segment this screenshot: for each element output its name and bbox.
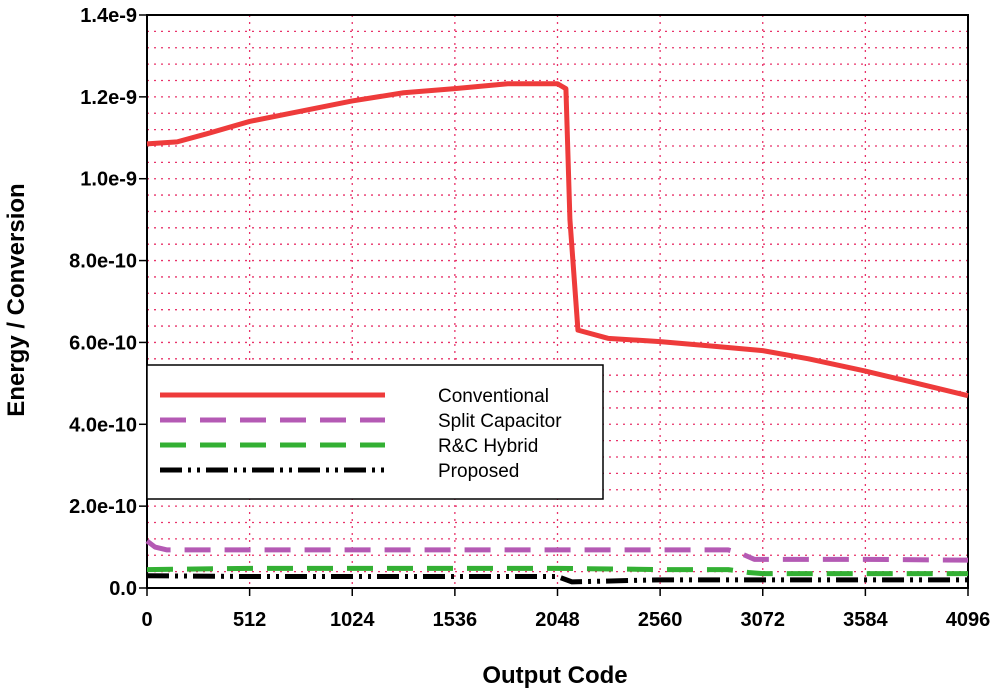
x-tick-label: 1536 [433, 609, 478, 631]
x-tick-label: 1024 [330, 609, 375, 631]
x-tick-label: 2048 [535, 609, 580, 631]
y-axis-label: Energy / Conversion [3, 183, 30, 416]
y-tick-label: 8.0e-10 [69, 251, 137, 273]
series-line-r-c-hybrid [146, 565, 968, 577]
legend-box [146, 364, 604, 500]
x-tick-label: 4096 [946, 609, 991, 631]
y-tick-label: 1.2e-9 [80, 87, 137, 109]
y-tick-label: 0.0 [109, 578, 137, 600]
x-tick-label: 2560 [638, 609, 683, 631]
y-tick-label: 6.0e-10 [69, 332, 137, 354]
series-lines [145, 81, 969, 585]
legend-label: R&C Hybrid [438, 436, 538, 457]
x-tick-label: 512 [233, 609, 266, 631]
x-tick-label: 0 [141, 609, 152, 631]
y-tick-label: 2.0e-10 [69, 496, 137, 518]
x-tick-label: 3072 [741, 609, 786, 631]
x-tick-label: 3584 [843, 609, 888, 631]
series-line-split-capacitor [145, 538, 969, 563]
x-axis-label: Output Code [482, 662, 627, 689]
plot-frame [146, 14, 969, 589]
y-tick-label: 4.0e-10 [69, 414, 137, 436]
y-tick-labels: 0.0 2.0e-10 4.0e-10 6.0e-10 8.0e-10 1.0e-9 1.2… [69, 5, 137, 600]
legend: Conventional Split Capacitor R&C Hybrid Pro… [146, 364, 604, 500]
y-tick-label: 1.4e-9 [80, 5, 137, 27]
x-tick-labels: 0 512 1024 1536 2048 2560 3072 3584 4096 [141, 609, 990, 631]
series-line-conventional [146, 81, 969, 399]
legend-label: Conventional [438, 386, 549, 407]
y-tick-label: 1.0e-9 [80, 169, 137, 191]
legend-label: Split Capacitor [438, 411, 562, 432]
grid [139, 14, 969, 596]
series-line-proposed [146, 573, 968, 585]
legend-label: Proposed [438, 461, 519, 482]
